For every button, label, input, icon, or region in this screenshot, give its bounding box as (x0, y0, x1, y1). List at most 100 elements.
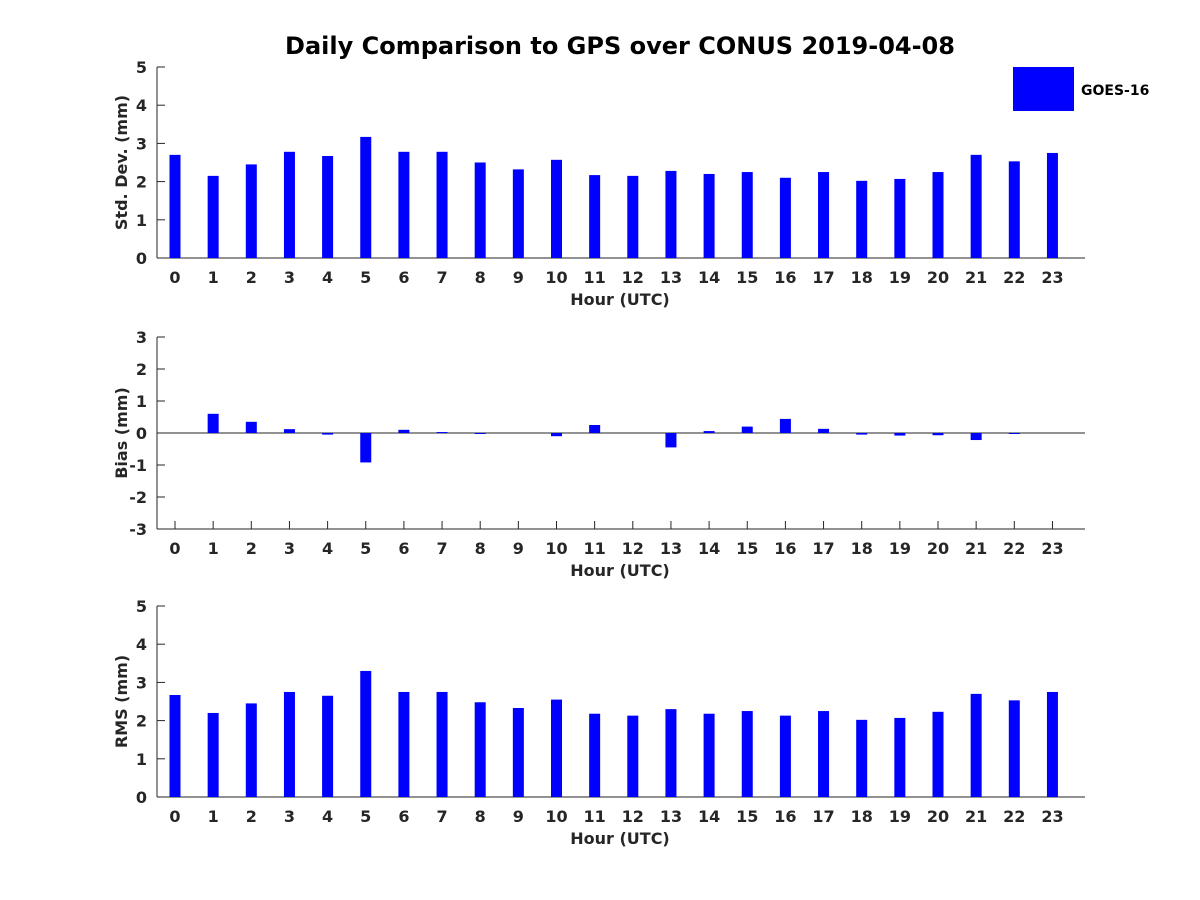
bar-stddev-hour-2 (245, 164, 257, 258)
legend-swatch-goes-16 (1013, 67, 1074, 111)
y-tick-label: 2 (136, 173, 147, 192)
bar-bias-hour-19 (894, 433, 906, 436)
x-tick-label: 4 (322, 539, 333, 558)
y-tick-label: 4 (136, 635, 147, 654)
x-tick-label: 18 (851, 268, 873, 287)
bar-bias-hour-20 (932, 433, 944, 436)
y-tick-label: 3 (136, 673, 147, 692)
bar-rms-hour-22 (1008, 700, 1020, 797)
y-tick-label: 1 (136, 392, 147, 411)
x-tick-label: 11 (584, 807, 606, 826)
x-tick-label: 17 (812, 807, 834, 826)
x-tick-label: 15 (736, 539, 758, 558)
x-tick-label: 7 (436, 539, 447, 558)
bar-bias-hour-4 (322, 433, 334, 435)
legend: GOES-16 (1013, 67, 1149, 111)
y-tick-label: 0 (136, 788, 147, 807)
x-tick-label: 11 (584, 539, 606, 558)
x-tick-label: 6 (398, 539, 409, 558)
bar-rms-hour-1 (207, 712, 219, 797)
bar-rms-hour-0 (169, 695, 181, 797)
x-tick-label: 13 (660, 807, 682, 826)
x-tick-label: 3 (284, 268, 295, 287)
x-tick-label: 11 (584, 268, 606, 287)
bar-rms-hour-10 (551, 699, 562, 797)
x-tick-label: 19 (889, 539, 911, 558)
x-tick-label: 3 (284, 807, 295, 826)
bar-stddev-hour-10 (551, 159, 562, 258)
x-tick-label: 20 (927, 539, 949, 558)
x-tick-label: 10 (545, 539, 567, 558)
x-tick-label: 1 (208, 807, 219, 826)
x-tick-label: 21 (965, 268, 987, 287)
bar-rms-hour-5 (360, 670, 372, 797)
x-tick-label: 23 (1041, 807, 1063, 826)
x-tick-label: 16 (774, 539, 796, 558)
bar-rms-hour-8 (474, 702, 486, 797)
bar-stddev-hour-23 (1046, 152, 1058, 258)
y-tick-label: 5 (136, 58, 147, 77)
bar-bias-hour-10 (551, 433, 562, 437)
x-tick-label: 0 (169, 268, 180, 287)
y-axis-label: Bias (mm) (112, 387, 131, 479)
bar-bias-hour-15 (741, 426, 753, 433)
x-tick-label: 13 (660, 539, 682, 558)
x-tick-label: 6 (398, 807, 409, 826)
bar-stddev-hour-16 (779, 177, 791, 258)
x-tick-label: 22 (1003, 539, 1025, 558)
x-tick-label: 23 (1041, 268, 1063, 287)
bar-bias-hour-3 (283, 429, 295, 433)
y-tick-label: -1 (129, 456, 147, 475)
bar-rms-hour-14 (703, 713, 715, 797)
y-tick-label: 1 (136, 211, 147, 230)
bar-stddev-hour-0 (169, 154, 181, 258)
x-tick-label: 16 (774, 268, 796, 287)
bar-stddev-hour-21 (970, 154, 982, 258)
bar-bias-hour-14 (703, 431, 715, 433)
y-tick-label: 2 (136, 360, 147, 379)
x-tick-label: 12 (622, 539, 644, 558)
chart-title: Daily Comparison to GPS over CONUS 2019-… (285, 32, 955, 60)
bar-bias-hour-1 (207, 413, 219, 433)
bar-bias-hour-13 (665, 433, 677, 448)
bar-bias-hour-6 (398, 429, 410, 433)
x-tick-label: 1 (208, 268, 219, 287)
legend-label-goes-16: GOES-16 (1081, 83, 1149, 99)
bar-rms-hour-15 (741, 711, 753, 797)
y-tick-label: 4 (136, 96, 147, 115)
bar-stddev-hour-3 (283, 151, 295, 258)
bar-rms-hour-12 (627, 715, 639, 797)
bar-rms-hour-16 (779, 715, 791, 797)
bar-bias-hour-2 (245, 421, 257, 433)
x-tick-label: 17 (812, 539, 834, 558)
x-tick-label: 18 (851, 807, 873, 826)
x-tick-label: 3 (284, 539, 295, 558)
y-tick-label: 0 (136, 424, 147, 443)
x-tick-label: 8 (475, 268, 486, 287)
bar-bias-hour-8 (474, 433, 486, 434)
bar-stddev-hour-22 (1008, 161, 1020, 258)
x-tick-label: 9 (513, 268, 524, 287)
bar-rms-hour-3 (283, 691, 295, 797)
x-tick-label: 22 (1003, 807, 1025, 826)
bar-rms-hour-13 (665, 709, 677, 797)
bar-rms-hour-21 (970, 693, 982, 797)
x-tick-label: 23 (1041, 539, 1063, 558)
bar-stddev-hour-18 (856, 180, 868, 258)
bar-stddev-hour-7 (436, 151, 448, 258)
bar-stddev-hour-15 (741, 172, 753, 258)
y-tick-label: 3 (136, 328, 147, 347)
x-tick-label: 9 (513, 539, 524, 558)
x-tick-label: 20 (927, 268, 949, 287)
x-tick-label: 19 (889, 268, 911, 287)
bar-rms-hour-19 (894, 717, 906, 797)
bar-stddev-hour-11 (589, 175, 601, 258)
bar-stddev-hour-20 (932, 172, 944, 258)
bar-stddev-hour-13 (665, 170, 677, 258)
bar-stddev-hour-14 (703, 173, 715, 258)
bar-bias-hour-7 (436, 432, 448, 434)
